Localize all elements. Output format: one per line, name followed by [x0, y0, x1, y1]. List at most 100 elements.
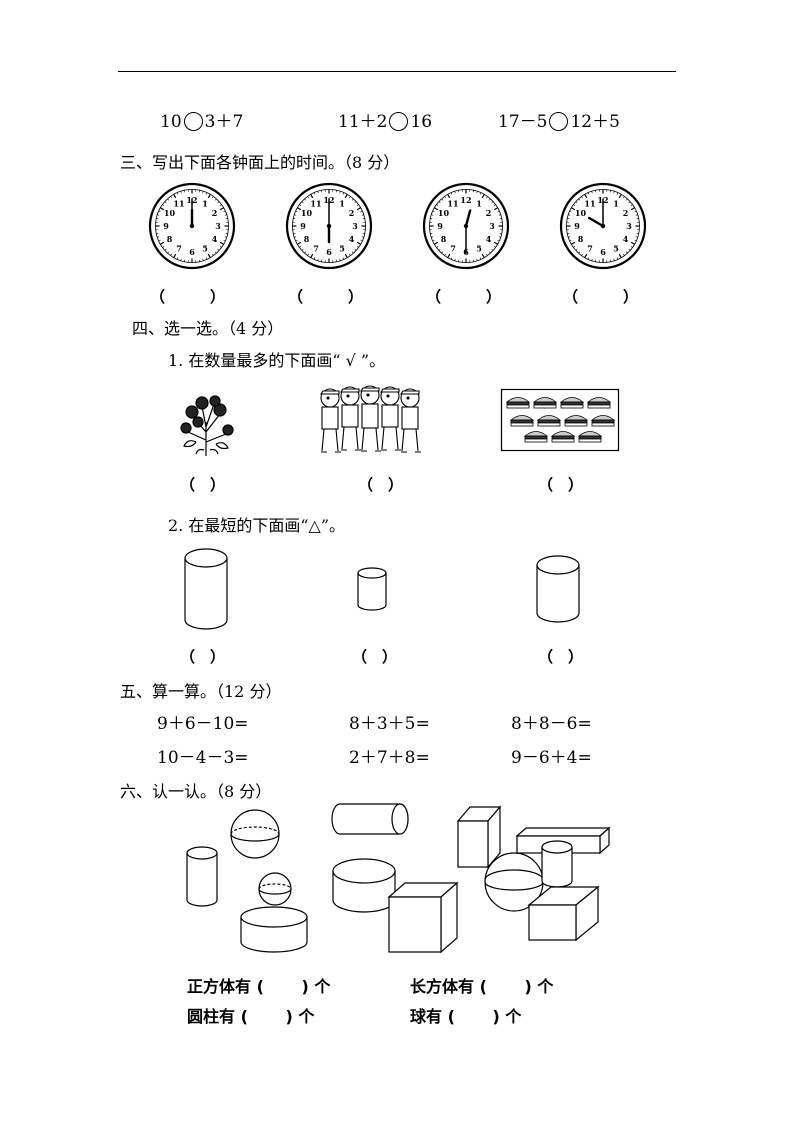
clock-tick: [568, 236, 571, 238]
clock-tick: [434, 241, 439, 245]
clock-tick: [313, 192, 316, 195]
clock-tick: [207, 253, 211, 258]
clock-number: 4: [212, 234, 218, 244]
clock-tick: [493, 241, 498, 245]
clock-tick: [613, 191, 615, 194]
clock-tick: [635, 236, 638, 238]
compare-blank-circle[interactable]: [389, 112, 409, 131]
clock-tick: [630, 207, 635, 211]
clock-tick: [307, 196, 309, 199]
clock-tick: [162, 246, 165, 248]
clock-tick: [297, 207, 302, 211]
clock-number: 8: [304, 234, 310, 244]
clock-face: 121234567891011: [285, 182, 373, 270]
clock-tick: [575, 248, 578, 251]
clock-tick: [450, 192, 453, 195]
clock-tick: [497, 239, 500, 242]
clock-tick: [431, 214, 434, 216]
q2-answer-blank[interactable]: （ ）: [538, 648, 584, 666]
clock-number: 5: [202, 244, 208, 254]
clock-tick: [476, 258, 478, 261]
cylinder-count-field[interactable]: 圆柱有 ( ) 个: [187, 1007, 315, 1026]
clock-tick: [493, 204, 496, 206]
clock-number: 8: [578, 234, 584, 244]
clock-number: 8: [441, 234, 447, 244]
clock-tick: [613, 258, 615, 261]
clock-tick: [310, 253, 314, 258]
clock-tick: [160, 241, 165, 245]
clock-tick: [578, 251, 581, 254]
clock-number: 6: [326, 247, 332, 257]
clock-number: 7: [176, 244, 182, 254]
q1-answer-blank[interactable]: （ ）: [180, 476, 226, 494]
compare-item-1: 10 3＋7: [160, 107, 243, 132]
burger-icon: [577, 431, 603, 443]
burger-icon: [550, 431, 576, 443]
clock-tick: [356, 207, 361, 211]
q1-answer-blank[interactable]: （ ）: [538, 476, 584, 494]
cylinder-tall: [184, 548, 228, 630]
q2-answer-blank[interactable]: （ ）: [180, 648, 226, 666]
sphere-count-field[interactable]: 球有 ( ) 个: [410, 1007, 522, 1026]
cylinder-short: [357, 567, 387, 611]
clock-number: 1: [476, 198, 482, 208]
clock-answer-blank[interactable]: （ ）: [426, 288, 502, 306]
clock-tick: [623, 253, 625, 256]
clock-tick: [591, 258, 593, 261]
clock-answer-blank[interactable]: （ ）: [563, 288, 639, 306]
compare-blank-circle[interactable]: [183, 112, 203, 131]
clock-tick: [164, 201, 167, 204]
clock-tick: [294, 214, 297, 216]
clock-tick: [310, 194, 314, 199]
clock-tick: [493, 246, 496, 248]
clock-number: 5: [339, 244, 345, 254]
clock-tick: [176, 257, 179, 260]
clock-tick: [630, 246, 633, 248]
clock-tick: [497, 210, 500, 213]
clock-face: 121234567891011: [422, 182, 510, 270]
clock-tick: [304, 251, 307, 254]
clock-tick: [628, 201, 631, 204]
clock-tick: [173, 194, 177, 199]
clock-tick: [313, 257, 316, 260]
clock-tick: [202, 191, 204, 194]
clock-tick: [625, 251, 628, 254]
burger-icon: [509, 415, 535, 427]
clock-number: 2: [212, 208, 218, 218]
clock-tick: [630, 241, 635, 245]
clock-tick: [568, 214, 571, 216]
section6-title: 六、认一认。（8 分）: [120, 782, 272, 801]
q2-answer-blank[interactable]: （ ）: [352, 648, 398, 666]
clock-tick: [571, 207, 576, 211]
clock-tick: [157, 214, 160, 216]
clock-tick: [360, 210, 363, 213]
clock-tick: [438, 201, 441, 204]
clock-tick: [344, 194, 348, 199]
compare-blank-circle[interactable]: [549, 112, 569, 131]
q1-answer-blank[interactable]: （ ）: [358, 476, 404, 494]
clock-tick: [450, 257, 453, 260]
clock-tick: [575, 201, 578, 204]
arith-problem: 10－4－3=: [157, 748, 249, 768]
clock-number: 2: [349, 208, 355, 218]
clock-tick: [164, 248, 167, 251]
clock-number: 9: [574, 221, 580, 231]
clock-hour-hand: [464, 209, 472, 228]
clock-tick: [301, 201, 304, 204]
clock-tick: [219, 246, 222, 248]
clock-number: 3: [352, 221, 358, 231]
clock-tick: [354, 201, 357, 204]
cube-count-field[interactable]: 正方体有 ( ) 个: [187, 977, 331, 996]
section4-title: 四、选一选。（4 分）: [132, 319, 284, 338]
clock-answer-blank[interactable]: （ ）: [150, 288, 226, 306]
clock-tick: [634, 210, 637, 213]
clock-tick: [202, 258, 204, 261]
clock-answer-blank[interactable]: （ ）: [288, 288, 364, 306]
clock-tick: [356, 241, 361, 245]
clock-tick: [299, 204, 302, 206]
clock-number: 9: [163, 221, 169, 231]
cuboid-count-field[interactable]: 长方体有 ( ) 个: [410, 977, 554, 996]
clock-tick: [488, 198, 491, 201]
clock-number: 11: [173, 198, 184, 208]
clock-tick: [578, 198, 581, 201]
